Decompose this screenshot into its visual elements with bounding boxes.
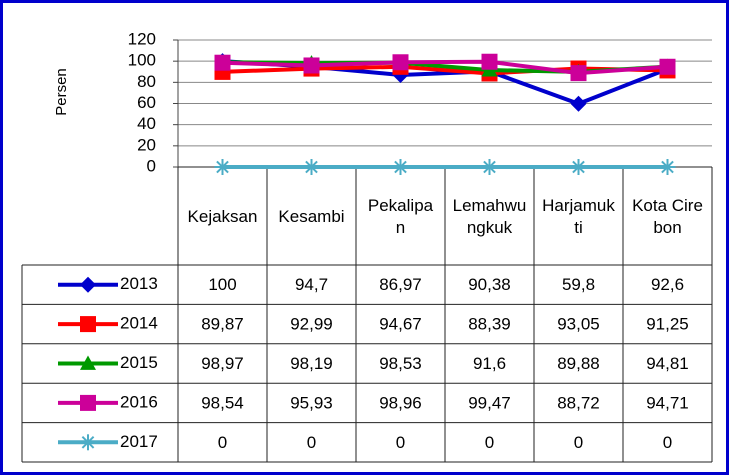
legend-label: 2014 bbox=[120, 314, 158, 333]
series-line bbox=[222, 64, 668, 76]
legend-marker bbox=[80, 434, 96, 451]
marker bbox=[570, 159, 587, 175]
table-cell: 98,97 bbox=[201, 354, 244, 373]
table-cell: 0 bbox=[307, 433, 316, 452]
legend-label: 2017 bbox=[120, 432, 158, 451]
marker bbox=[392, 54, 409, 71]
category-cell: Kejaksan bbox=[187, 206, 258, 226]
table-cell: 92,99 bbox=[290, 315, 333, 334]
marker bbox=[481, 159, 498, 175]
category-cell: Harjamukti bbox=[542, 195, 615, 237]
table-cell: 98,19 bbox=[290, 354, 333, 373]
legend-label: 2015 bbox=[120, 353, 158, 372]
table-cell: 59,8 bbox=[562, 275, 595, 294]
table-cell: 0 bbox=[663, 433, 672, 452]
marker bbox=[303, 57, 320, 74]
category-cell: Pekalipan bbox=[367, 195, 434, 237]
table-cell: 0 bbox=[396, 433, 405, 452]
table-cell: 94,7 bbox=[295, 275, 328, 294]
y-axis-label: Persen bbox=[53, 68, 70, 116]
legend-label: 2013 bbox=[120, 274, 158, 293]
table-cell: 91,25 bbox=[646, 315, 689, 334]
x-tick-label: Pekalipan bbox=[367, 195, 434, 237]
table-cell: 94,71 bbox=[646, 393, 689, 412]
y-tick-label: 60 bbox=[137, 93, 156, 112]
x-tick-label: Kota Cirebon bbox=[632, 195, 703, 237]
table-cell: 94,81 bbox=[646, 354, 689, 373]
marker bbox=[392, 159, 409, 175]
legend-marker bbox=[80, 316, 96, 333]
table-cell: 91,6 bbox=[473, 354, 506, 373]
legend-label: 2016 bbox=[120, 392, 158, 411]
legend-marker bbox=[80, 355, 96, 370]
y-tick-label: 40 bbox=[137, 114, 156, 133]
table-cell: 0 bbox=[574, 433, 583, 452]
y-tick-label: 20 bbox=[137, 135, 156, 154]
y-tick-label: 80 bbox=[137, 72, 156, 91]
table-cell: 86,97 bbox=[379, 275, 422, 294]
marker bbox=[214, 54, 231, 71]
table-cell: 98,54 bbox=[201, 393, 244, 412]
legend-marker bbox=[80, 394, 96, 411]
table-cell: 99,47 bbox=[468, 393, 511, 412]
marker bbox=[481, 53, 498, 70]
table-cell: 0 bbox=[485, 433, 494, 452]
table-cell: 92,6 bbox=[651, 275, 684, 294]
table-cell: 95,93 bbox=[290, 393, 333, 412]
table-cell: 0 bbox=[218, 433, 227, 452]
marker bbox=[570, 65, 587, 82]
category-cell: Lemahwungkuk bbox=[452, 195, 527, 237]
y-tick-label: 0 bbox=[147, 156, 156, 175]
series-line bbox=[222, 59, 668, 76]
table-cell: 93,05 bbox=[557, 315, 600, 334]
y-tick-label: 100 bbox=[128, 51, 156, 70]
category-cell: Kota Cirebon bbox=[632, 195, 703, 237]
table-cell: 100 bbox=[208, 275, 236, 294]
table-cell: 89,88 bbox=[557, 354, 600, 373]
marker bbox=[659, 58, 676, 75]
marker bbox=[659, 159, 676, 175]
marker bbox=[214, 159, 231, 175]
category-cell: Kesambi bbox=[278, 206, 345, 226]
table-cell: 94,67 bbox=[379, 315, 422, 334]
x-tick-label: Kejaksan bbox=[187, 206, 258, 226]
table-cell: 88,72 bbox=[557, 393, 600, 412]
x-tick-label: Harjamukti bbox=[542, 195, 615, 237]
marker bbox=[570, 95, 587, 112]
table-cell: 89,87 bbox=[201, 315, 244, 334]
marker bbox=[303, 159, 320, 175]
table-cell: 98,53 bbox=[379, 354, 422, 373]
table-cell: 88,39 bbox=[468, 315, 511, 334]
table-cell: 98,96 bbox=[379, 393, 422, 412]
y-tick-label: 120 bbox=[128, 29, 156, 48]
x-tick-label: Kesambi bbox=[278, 206, 345, 226]
table-cell: 90,38 bbox=[468, 275, 511, 294]
legend-marker bbox=[80, 276, 96, 293]
x-tick-label: Lemahwungkuk bbox=[452, 195, 527, 237]
